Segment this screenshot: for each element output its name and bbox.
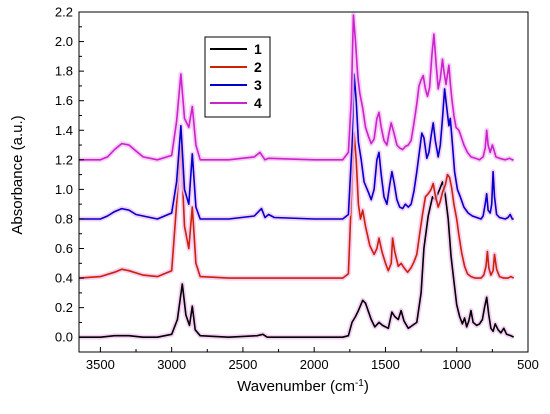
x-axis-title: Wavenumber (cm-1): [237, 378, 369, 396]
series-1-line: [79, 181, 515, 338]
x-tick-label: 500: [517, 357, 539, 372]
legend-label-3: 3: [254, 77, 262, 93]
y-tick-label: 2.0: [55, 34, 73, 49]
x-axis-title-superscript: -1: [355, 378, 364, 389]
y-tick-label: 0.6: [55, 241, 73, 256]
y-tick-label: 1.6: [55, 93, 73, 108]
x-axis-title-end: ): [364, 378, 369, 395]
legend-label-1: 1: [254, 41, 262, 57]
y-tick-label: 1.8: [55, 64, 73, 79]
series-4-line: [79, 14, 514, 161]
legend-label-4: 4: [254, 95, 262, 111]
x-tick-label: 3500: [86, 357, 115, 372]
series-2-line: [79, 132, 515, 279]
x-axis-title-main: Wavenumber (cm: [237, 378, 355, 395]
x-tick-label: 1000: [442, 357, 471, 372]
y-axis-title: Absorbance (a.u.): [9, 115, 26, 234]
x-tick-label: 2500: [228, 357, 257, 372]
x-tick-label: 2000: [300, 357, 329, 372]
y-tick-label: 0.2: [55, 300, 73, 315]
x-tick-label: 3000: [157, 357, 186, 372]
y-tick-label: 0.0: [55, 330, 73, 345]
legend-label-2: 2: [254, 59, 262, 75]
series-3-halo: [79, 71, 515, 222]
y-tick-label: 1.2: [55, 152, 73, 167]
y-tick-label: 0.8: [55, 211, 73, 226]
y-tick-label: 2.2: [55, 5, 73, 20]
y-tick-label: 0.4: [55, 271, 73, 286]
x-tick-label: 1500: [371, 357, 400, 372]
plot-area: [79, 12, 515, 340]
series-4-halo: [79, 12, 515, 163]
series-lines: [79, 12, 515, 340]
series-3-line: [79, 73, 514, 220]
y-tick-label: 1.4: [55, 123, 73, 138]
plot-frame: [78, 11, 529, 353]
legend: 1 2 3 4: [204, 36, 271, 118]
y-tick-label: 1.0: [55, 182, 73, 197]
axes: 0.00.20.40.60.81.01.21.41.61.82.02.23500…: [55, 5, 539, 373]
series-1-halo: [79, 179, 515, 340]
